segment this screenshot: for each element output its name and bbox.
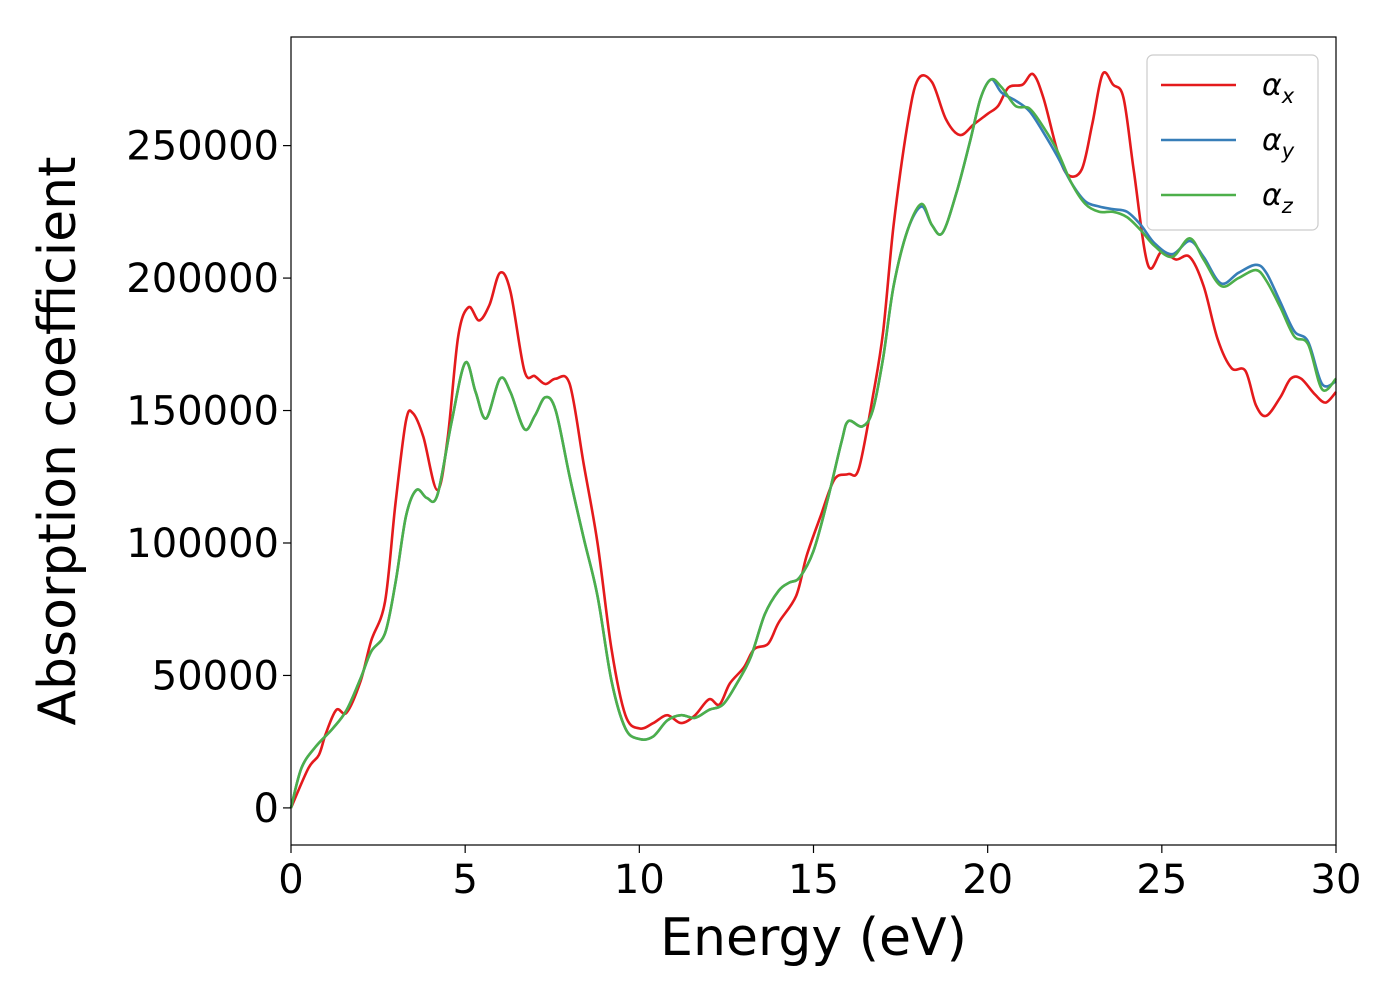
y-axis: 0 50000 100000 150000 200000 250000: [126, 124, 291, 832]
series-line-x: [289, 71, 1337, 809]
x-tick-label: 10: [614, 857, 665, 903]
legend-subscript: x: [1281, 84, 1295, 108]
x-axis: 0 5 10 15 20 25 30: [278, 845, 1361, 903]
series-line-z: [289, 77, 1337, 809]
y-tick-label: 250000: [126, 124, 279, 170]
y-tick-label: 100000: [126, 521, 279, 567]
x-tick-label: 0: [278, 857, 303, 903]
legend-label: αx: [1262, 68, 1295, 108]
x-tick-label: 5: [452, 857, 477, 903]
legend-subscript: y: [1281, 139, 1295, 163]
legend-symbol: α: [1262, 123, 1282, 158]
legend-entry-y: αy: [1161, 123, 1295, 163]
y-tick-label: 200000: [126, 256, 279, 302]
x-tick-label: 20: [962, 857, 1013, 903]
legend-subscript: z: [1281, 194, 1294, 218]
legend-label: αz: [1262, 178, 1294, 218]
x-tick-label: 30: [1311, 857, 1362, 903]
series-layer: [289, 71, 1337, 809]
legend-box: [1146, 54, 1319, 231]
legend-symbol: α: [1262, 68, 1282, 103]
x-tick-label: 15: [788, 857, 839, 903]
legend-entry-x: αx: [1161, 68, 1295, 108]
legend-symbol: α: [1262, 178, 1282, 213]
legend-label: αy: [1262, 123, 1295, 163]
x-axis-title: Energy (eV): [660, 908, 967, 968]
y-tick-label: 0: [254, 786, 279, 832]
y-tick-label: 150000: [126, 389, 279, 435]
y-tick-label: 50000: [152, 653, 279, 699]
legend-entry-z: αz: [1161, 178, 1294, 218]
y-axis-title: Absorption coefficient: [28, 156, 88, 725]
x-tick-label: 25: [1136, 857, 1187, 903]
